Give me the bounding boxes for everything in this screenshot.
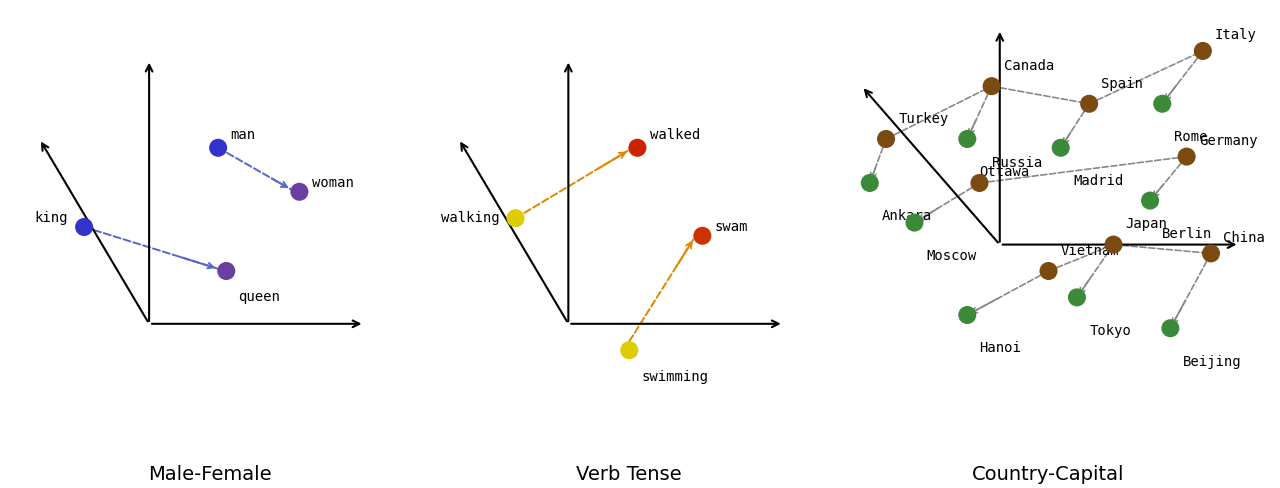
Point bbox=[1193, 47, 1213, 55]
Point bbox=[969, 179, 989, 187]
Text: Turkey: Turkey bbox=[899, 112, 948, 126]
Text: Moscow: Moscow bbox=[927, 249, 977, 263]
Text: Russia: Russia bbox=[992, 156, 1042, 170]
Point bbox=[1176, 153, 1197, 161]
Point bbox=[692, 232, 713, 240]
Point bbox=[1160, 325, 1180, 332]
Text: swam: swam bbox=[714, 220, 748, 234]
Text: Japan: Japan bbox=[1125, 217, 1167, 231]
Point bbox=[1079, 100, 1100, 108]
Text: Country-Capital: Country-Capital bbox=[973, 465, 1125, 484]
Point bbox=[1152, 100, 1172, 108]
Point bbox=[627, 144, 648, 152]
Text: walking: walking bbox=[440, 211, 499, 225]
Point bbox=[876, 135, 896, 143]
Point bbox=[620, 346, 640, 354]
Text: Spain: Spain bbox=[1101, 77, 1143, 91]
Point bbox=[1038, 267, 1059, 275]
Text: queen: queen bbox=[238, 290, 280, 305]
Text: Ankara: Ankara bbox=[882, 209, 932, 224]
Text: Male-Female: Male-Female bbox=[148, 465, 271, 484]
Text: man: man bbox=[230, 127, 256, 142]
Text: Germany: Germany bbox=[1199, 134, 1257, 148]
Point bbox=[1201, 249, 1221, 257]
Text: Hanoi: Hanoi bbox=[979, 342, 1021, 355]
Point bbox=[289, 188, 310, 196]
Point bbox=[506, 214, 526, 222]
Text: Madrid: Madrid bbox=[1073, 174, 1123, 188]
Text: Verb Tense: Verb Tense bbox=[576, 465, 682, 484]
Text: woman: woman bbox=[311, 176, 353, 190]
Text: Tokyo: Tokyo bbox=[1089, 324, 1132, 338]
Text: China: China bbox=[1224, 231, 1265, 244]
Point bbox=[957, 311, 978, 319]
Point bbox=[982, 82, 1002, 90]
Point bbox=[74, 223, 95, 231]
Text: Canada: Canada bbox=[1004, 59, 1055, 73]
Point bbox=[207, 144, 228, 152]
Point bbox=[904, 219, 924, 226]
Text: Beijing: Beijing bbox=[1183, 355, 1242, 368]
Text: Berlin: Berlin bbox=[1162, 227, 1212, 241]
Text: Italy: Italy bbox=[1215, 28, 1257, 42]
Text: Rome: Rome bbox=[1175, 130, 1208, 144]
Text: Vietnam: Vietnam bbox=[1061, 244, 1119, 258]
Point bbox=[860, 179, 881, 187]
Text: king: king bbox=[35, 211, 68, 225]
Point bbox=[1139, 197, 1160, 204]
Text: walked: walked bbox=[649, 127, 700, 142]
Point bbox=[216, 267, 237, 275]
Point bbox=[1066, 293, 1087, 301]
Text: Ottawa: Ottawa bbox=[979, 165, 1029, 180]
Text: swimming: swimming bbox=[641, 369, 708, 384]
Point bbox=[957, 135, 978, 143]
Point bbox=[1103, 241, 1124, 248]
Point bbox=[1051, 144, 1071, 152]
